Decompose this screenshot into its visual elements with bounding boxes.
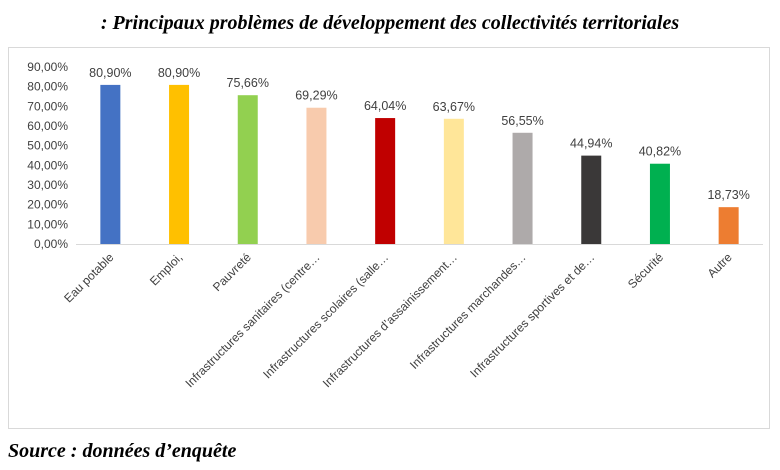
data-label: 63,67% [433, 100, 475, 114]
bar-chart: 0,00% 10,00% 20,00% 30,00% 40,00% 50,00% 60,00… [27, 60, 763, 390]
category-label: Infrastructures sportives et de… [467, 250, 597, 380]
bar [237, 95, 258, 244]
y-tick-label: 90,00% [27, 60, 68, 74]
bar [512, 132, 533, 244]
figure-title: : Principaux problèmes de développement … [100, 12, 680, 34]
bar [649, 163, 670, 244]
category-label: Infrastructures marchandes… [407, 250, 529, 372]
category-label: Infrastructures scolaires (salle… [260, 250, 391, 381]
y-tick-label: 20,00% [27, 198, 68, 212]
bar [443, 118, 464, 244]
y-tick-label: 0,00% [34, 237, 68, 251]
data-label: 80,90% [158, 66, 200, 80]
data-label: 56,55% [501, 114, 543, 128]
category-label: Eau potable [61, 250, 116, 305]
data-label: 44,94% [570, 137, 612, 151]
bar [581, 155, 602, 244]
chart-area: 0,00% 10,00% 20,00% 30,00% 40,00% 50,00% 60,00… [8, 47, 770, 429]
data-label: 69,29% [295, 89, 337, 103]
source-note: Source : données d’enquête [8, 440, 237, 462]
category-label: Emploi, [147, 250, 185, 288]
y-tick-label: 10,00% [27, 217, 68, 231]
category-label: Infrastructures sanitaires (centre… [183, 250, 323, 390]
bar [375, 118, 396, 244]
category-label: Pauvreté [210, 250, 254, 294]
y-tick-label: 80,00% [27, 80, 68, 94]
bar [718, 207, 739, 244]
y-tick-label: 50,00% [27, 139, 68, 153]
y-tick-label: 30,00% [27, 178, 68, 192]
category-label: Autre [705, 250, 735, 280]
bar [100, 84, 121, 244]
data-label: 40,82% [639, 145, 681, 159]
y-tick-label: 40,00% [27, 158, 68, 172]
data-label: 18,73% [707, 188, 749, 202]
bar [169, 84, 190, 244]
y-tick-label: 60,00% [27, 119, 68, 133]
bar [306, 107, 327, 244]
category-label: Sécurité [625, 250, 666, 291]
y-tick-label: 70,00% [27, 99, 68, 113]
data-label: 64,04% [364, 99, 406, 113]
data-label: 80,90% [89, 66, 131, 80]
category-label: Infrastructures d’assainissement… [320, 250, 460, 390]
data-label: 75,66% [227, 76, 269, 90]
